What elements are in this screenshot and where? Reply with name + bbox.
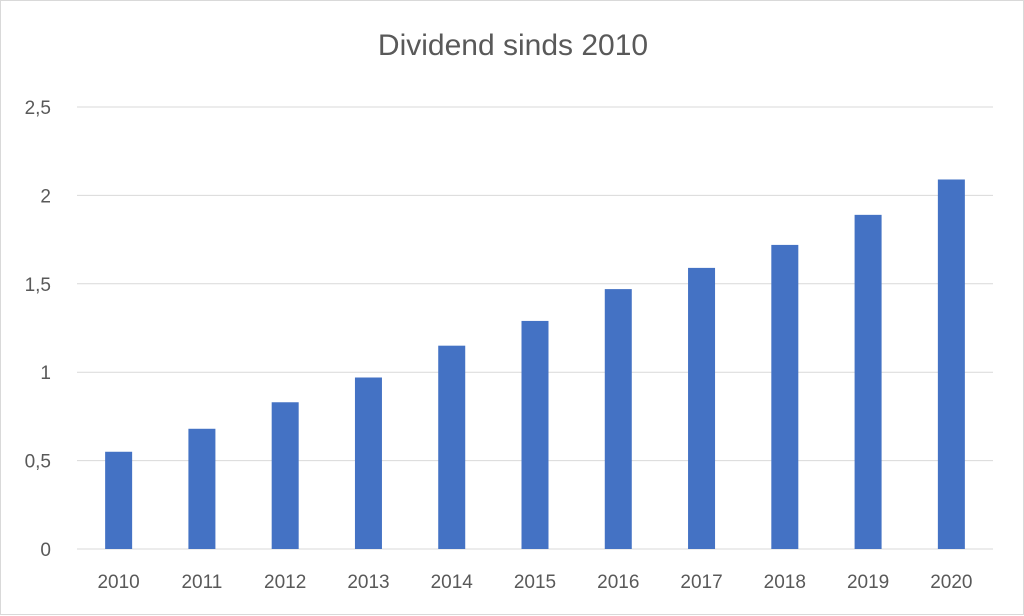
- bar-2014: [438, 345, 466, 549]
- bar-2016: [604, 289, 632, 549]
- bar-2010: [105, 451, 133, 549]
- bar-2019: [854, 214, 882, 549]
- x-tick-label: 2020: [930, 572, 972, 593]
- y-tick-label: 0,5: [25, 452, 51, 473]
- x-axis-ticks: 2010 2011 2012 2013 2014 2015 2016 2017 2018 2019…: [97, 572, 972, 593]
- bar-2011: [188, 428, 216, 549]
- y-axis-ticks: 0 0,5 1 1,5 2 2,5: [25, 98, 51, 561]
- x-tick-label: 2012: [264, 572, 306, 593]
- bar-2018: [771, 244, 799, 550]
- x-tick-label: 2014: [431, 572, 474, 593]
- bar-2015: [521, 320, 549, 549]
- bar-2012: [271, 402, 299, 549]
- y-tick-label: 0: [40, 540, 51, 561]
- bar-2017: [688, 267, 716, 549]
- bars: [105, 179, 965, 550]
- bar-2013: [354, 377, 382, 549]
- x-tick-label: 2010: [97, 572, 139, 593]
- y-tick-label: 1,5: [25, 275, 51, 296]
- x-tick-label: 2015: [514, 572, 556, 593]
- y-tick-label: 2,5: [25, 98, 51, 119]
- x-tick-label: 2018: [764, 572, 806, 593]
- y-tick-label: 1: [40, 363, 51, 384]
- chart-title: Dividend sinds 2010: [377, 29, 649, 62]
- bar-2020: [937, 179, 965, 549]
- x-tick-label: 2017: [680, 572, 722, 593]
- x-tick-label: 2016: [597, 572, 639, 593]
- x-tick-label: 2011: [181, 572, 222, 593]
- y-tick-label: 2: [40, 186, 51, 207]
- x-tick-label: 2013: [347, 572, 389, 593]
- x-tick-label: 2019: [847, 572, 889, 593]
